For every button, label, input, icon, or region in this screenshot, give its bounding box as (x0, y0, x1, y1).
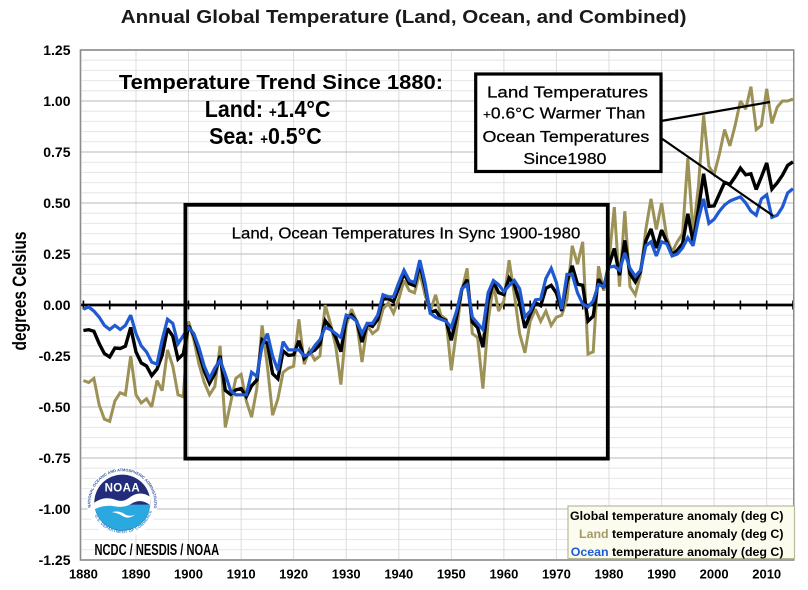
svg-text:0.25: 0.25 (43, 246, 70, 262)
svg-text:NCDC / NESDIS / NOAA: NCDC / NESDIS / NOAA (95, 542, 220, 559)
svg-text:1920: 1920 (279, 567, 308, 582)
svg-text:1960: 1960 (489, 567, 518, 582)
svg-text:1880: 1880 (69, 567, 98, 582)
svg-text:1930: 1930 (332, 567, 361, 582)
svg-text:-0.75: -0.75 (39, 450, 71, 466)
svg-text:1900: 1900 (174, 567, 203, 582)
svg-text:Land, Ocean Temperatures In Sy: Land, Ocean Temperatures In Sync 1900-19… (232, 226, 581, 243)
svg-text:1.00: 1.00 (43, 93, 70, 109)
svg-text:+0.6°C Warmer Than: +0.6°C Warmer Than (483, 105, 645, 122)
svg-text:-1.00: -1.00 (39, 501, 71, 517)
svg-text:1.25: 1.25 (43, 42, 70, 58)
svg-text:-0.50: -0.50 (39, 399, 71, 415)
svg-text:Land temperature anomaly (deg: Land temperature anomaly (deg C) (579, 527, 784, 541)
svg-text:1970: 1970 (542, 567, 571, 582)
svg-text:1940: 1940 (384, 567, 413, 582)
svg-text:NOAA: NOAA (105, 483, 140, 495)
svg-text:Land: +1.4°C: Land: +1.4°C (205, 96, 331, 122)
svg-text:1980: 1980 (595, 567, 624, 582)
svg-text:Global temperature anomaly (de: Global temperature anomaly (deg C) (570, 509, 783, 523)
svg-text:1990: 1990 (647, 567, 676, 582)
svg-text:Ocean temperature anomaly (deg: Ocean temperature anomaly (deg C) (571, 545, 784, 559)
svg-text:Temperature Trend Since 1880:: Temperature Trend Since 1880: (119, 72, 443, 94)
svg-text:Since1980: Since1980 (523, 151, 607, 168)
svg-text:1890: 1890 (122, 567, 151, 582)
svg-text:Land Temperatures: Land Temperatures (487, 85, 648, 102)
svg-text:Ocean Temperatures: Ocean Temperatures (483, 129, 650, 146)
svg-text:1910: 1910 (227, 567, 256, 582)
svg-text:0.00: 0.00 (43, 297, 70, 313)
svg-text:-1.25: -1.25 (39, 552, 71, 568)
svg-text:1950: 1950 (437, 567, 466, 582)
svg-text:2000: 2000 (700, 567, 729, 582)
svg-text:2010: 2010 (752, 567, 781, 582)
svg-text:0.75: 0.75 (43, 144, 70, 160)
svg-text:-0.25: -0.25 (39, 348, 71, 364)
svg-text:degrees Celsius: degrees Celsius (10, 232, 31, 351)
svg-text:0.50: 0.50 (43, 195, 70, 211)
svg-text:Annual Global Temperature (Lan: Annual Global Temperature (Land, Ocean, … (121, 7, 687, 27)
